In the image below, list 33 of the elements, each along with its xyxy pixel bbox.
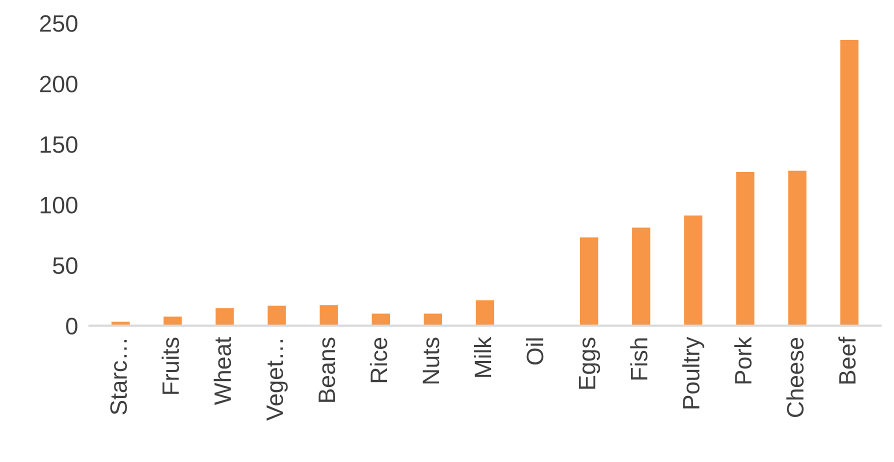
bar <box>268 306 286 326</box>
bar <box>840 40 858 326</box>
bar <box>424 314 442 326</box>
bar <box>476 300 494 326</box>
x-tick-label: Milk <box>474 336 492 377</box>
bar <box>736 172 754 326</box>
x-tick-label: Beans <box>318 338 336 402</box>
bar <box>320 305 338 326</box>
x-tick-label: Cheese <box>786 338 804 417</box>
y-tick-label: 200 <box>40 76 78 92</box>
x-tick-label: Eggs <box>578 338 600 389</box>
x-tick-label: Veget… <box>266 340 288 421</box>
bar <box>684 216 702 326</box>
x-tick-label: Fish <box>630 338 648 380</box>
bar <box>580 237 598 326</box>
y-tick-label: 0 <box>66 318 78 334</box>
x-tick-label: Oil <box>526 338 544 365</box>
x-tick-label: Rice <box>370 338 388 382</box>
x-tick-label: Wheat <box>214 336 232 405</box>
bar <box>372 314 390 326</box>
x-tick-label: Beef <box>838 336 856 384</box>
x-tick-label: Fruits <box>162 338 180 394</box>
x-tick-label: Pork <box>734 336 752 384</box>
bar <box>216 308 234 326</box>
bar <box>788 170 806 326</box>
x-tick-label: Nuts <box>422 338 440 384</box>
y-tick-label: 250 <box>40 15 78 32</box>
y-tick-label: 100 <box>40 196 78 214</box>
x-tick-label: Starc… <box>110 340 127 414</box>
x-tick-label: Poultry <box>682 336 704 408</box>
y-tick-label: 150 <box>40 136 78 153</box>
bar <box>632 228 650 326</box>
y-tick-label: 50 <box>52 257 78 274</box>
